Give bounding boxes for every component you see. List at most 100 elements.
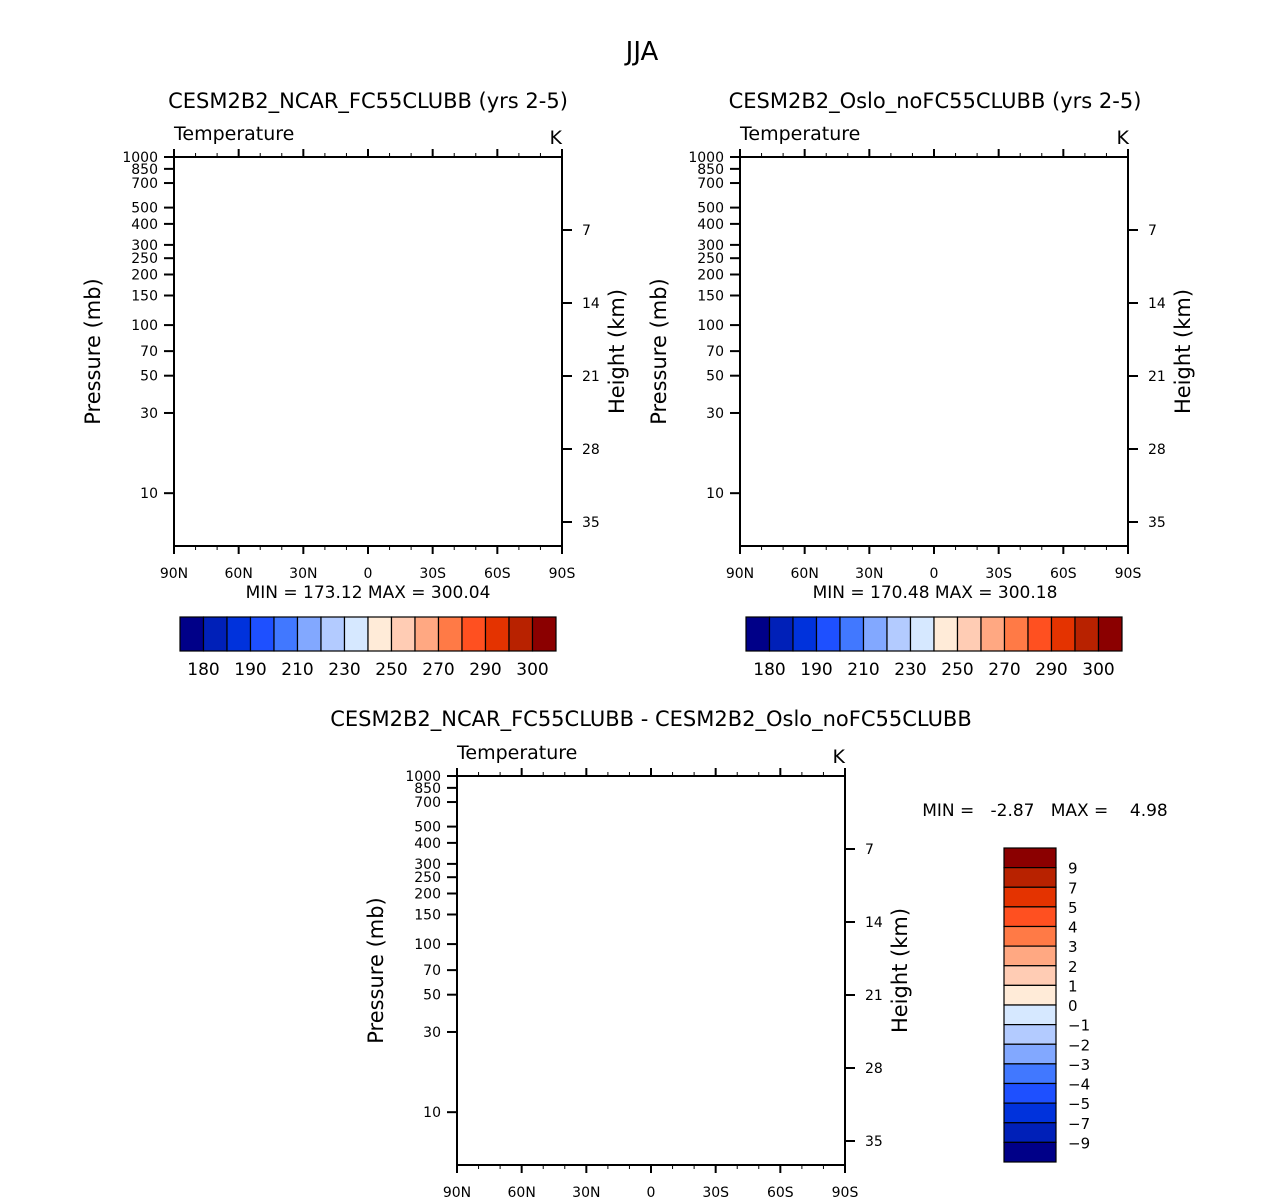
contour-fills	[457, 776, 845, 1165]
x-tick-label: 30N	[289, 566, 317, 582]
colorbar-label: 1	[1068, 977, 1078, 995]
y-tick-label: 150	[414, 907, 441, 923]
y-tick-label: 10	[706, 486, 724, 502]
contour-plot: 90N 60N 30N 0 30S 60S 90S103050701001502002503…	[647, 149, 1195, 582]
contour-region	[803, 776, 845, 842]
x-tick-label: 90N	[443, 1185, 471, 1201]
contour-region	[500, 1100, 523, 1116]
colorbar-box	[1003, 1004, 1057, 1026]
contour-region	[822, 1138, 845, 1165]
y-tick-label: 70	[706, 344, 724, 360]
contour-region	[193, 497, 461, 546]
colorbar-label: 7	[1068, 879, 1078, 897]
colorbar-label: 210	[281, 660, 313, 680]
y-tick-label: 30	[140, 406, 158, 422]
colorbar-box	[1003, 945, 1057, 967]
colorbar-label: 5	[1068, 899, 1078, 917]
colorbar-box	[461, 616, 487, 652]
colorbar-box	[390, 616, 416, 652]
colorbar-label: 290	[469, 660, 501, 680]
x-tick-label: 0	[930, 566, 939, 582]
contour-region	[174, 157, 562, 546]
x-tick-label: 90S	[832, 1185, 859, 1201]
colorbar-box	[1003, 925, 1057, 947]
units-label: K	[833, 746, 846, 768]
contour-region	[747, 776, 845, 1146]
left-string: Temperature	[173, 123, 294, 145]
plot-frame	[456, 775, 846, 1166]
contour-region	[457, 927, 672, 1114]
colorbar-label: −5	[1068, 1095, 1090, 1113]
colorbar-box	[1003, 1122, 1057, 1143]
contour-region	[757, 776, 845, 1126]
y-tick-label: 400	[131, 217, 158, 233]
colorbar-box	[296, 616, 322, 652]
contour-region	[1109, 188, 1128, 351]
plot-frame	[173, 156, 563, 547]
y-tick-label: 1000	[688, 150, 724, 166]
units-label: K	[1117, 127, 1130, 149]
y-tick-label: 100	[697, 318, 724, 334]
colorbar-box	[1003, 1141, 1057, 1163]
y-tick-label: 70	[423, 963, 441, 979]
y-right-tick-label: 35	[582, 515, 600, 531]
panel-difference: CESM2B2_NCAR_FC55CLUBB - CESM2B2_Oslo_no…	[330, 707, 1168, 1201]
y-tick-label: 50	[706, 369, 724, 385]
contour-region	[306, 537, 376, 546]
colorbar-label: 190	[800, 660, 832, 680]
colorbar-label: 2	[1068, 958, 1078, 976]
y-tick-label: 300	[414, 857, 441, 873]
y-right-axis-label: Height (km)	[888, 908, 912, 1033]
colorbar-label: 230	[894, 660, 926, 680]
colorbar-box	[226, 616, 252, 652]
colorbar-box	[437, 616, 463, 652]
y-tick-label: 30	[423, 1025, 441, 1041]
colorbar-box	[745, 616, 771, 652]
min-max-stats: MIN = -2.87 MAX = 4.98	[922, 801, 1168, 821]
y-tick-label: 70	[140, 344, 158, 360]
contour-region	[174, 416, 562, 546]
x-tick-label: 30S	[985, 566, 1012, 582]
contour-region	[1097, 157, 1128, 375]
x-tick-label: 90S	[549, 566, 576, 582]
y-tick-label: 700	[131, 176, 158, 192]
y-tick-label: 100	[131, 318, 158, 334]
left-string: Temperature	[739, 123, 860, 145]
contour-region	[278, 308, 431, 413]
y-tick-label: 300	[131, 238, 158, 254]
x-tick-label: 60N	[791, 566, 819, 582]
colorbar-box	[531, 616, 557, 652]
colorbar-label: 270	[422, 660, 454, 680]
figure-title: JJA	[624, 37, 659, 67]
colorbar-box	[414, 616, 440, 652]
y-tick-label: 250	[131, 251, 158, 267]
colorbar-box	[933, 616, 959, 652]
y-right-tick-label: 28	[865, 1061, 883, 1077]
panel-title: CESM2B2_NCAR_FC55CLUBB - CESM2B2_Oslo_no…	[330, 707, 972, 732]
y-right-tick-label: 7	[1148, 223, 1157, 239]
y-tick-label: 250	[697, 251, 724, 267]
min-max-stats: MIN = 173.12 MAX = 300.04	[246, 583, 491, 603]
contour-region	[472, 157, 562, 480]
colorbar-box	[508, 616, 534, 652]
colorbar-box	[273, 616, 299, 652]
contour-region	[740, 477, 1050, 546]
colorbar-label: −2	[1068, 1036, 1090, 1054]
colorbar-box	[980, 616, 1006, 652]
contour-region	[311, 332, 409, 384]
x-tick-label: 30N	[855, 566, 883, 582]
colorbar-box	[909, 616, 935, 652]
colorbar-box	[792, 616, 818, 652]
contour-region	[469, 1053, 523, 1076]
contour-region	[519, 1009, 784, 1165]
colorbar-label: 250	[941, 660, 973, 680]
y-right-tick-label: 14	[582, 296, 600, 312]
contour-region	[775, 1145, 814, 1165]
colorbar-box	[1003, 965, 1057, 986]
x-tick-label: 90N	[160, 566, 188, 582]
contour-region	[740, 461, 1066, 546]
colorbar-box	[320, 616, 346, 652]
contour-region	[259, 521, 414, 546]
colorbar-box	[179, 616, 205, 652]
y-right-tick-label: 35	[865, 1134, 883, 1150]
